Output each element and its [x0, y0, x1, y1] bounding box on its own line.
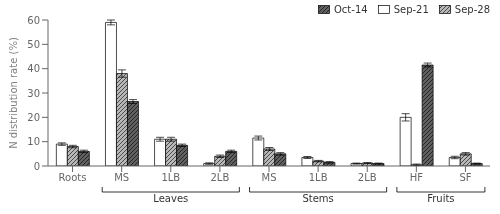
svg-text:50: 50	[27, 39, 40, 50]
svg-text:1LB: 1LB	[309, 172, 328, 183]
html-text:Sep-21: Sep-21	[393, 4, 429, 15]
svg-text:HF: HF	[410, 172, 424, 183]
svg-text:30: 30	[27, 88, 40, 99]
svg-text:MS: MS	[262, 172, 277, 183]
svg-text:Stems: Stems	[302, 193, 333, 204]
svg-text:40: 40	[27, 63, 40, 74]
svg-text:10: 10	[27, 136, 40, 147]
svg-text:1LB: 1LB	[161, 172, 180, 183]
svg-text:0: 0	[34, 161, 40, 172]
html-text:Sep-28: Sep-28	[454, 4, 490, 15]
svg-text:Roots: Roots	[59, 172, 87, 183]
svg-text:Fruits: Fruits	[427, 193, 454, 204]
svg-text:Leaves: Leaves	[153, 193, 188, 204]
svg-text:2LB: 2LB	[358, 172, 377, 183]
html-text:Oct-14: Oct-14	[334, 4, 368, 15]
svg-text:SF: SF	[459, 172, 471, 183]
svg-text:N distribution rate (%): N distribution rate (%)	[8, 37, 19, 149]
svg-text:20: 20	[27, 112, 40, 123]
svg-text:MS: MS	[114, 172, 129, 183]
svg-text:60: 60	[27, 15, 40, 26]
svg-text:2LB: 2LB	[210, 172, 229, 183]
